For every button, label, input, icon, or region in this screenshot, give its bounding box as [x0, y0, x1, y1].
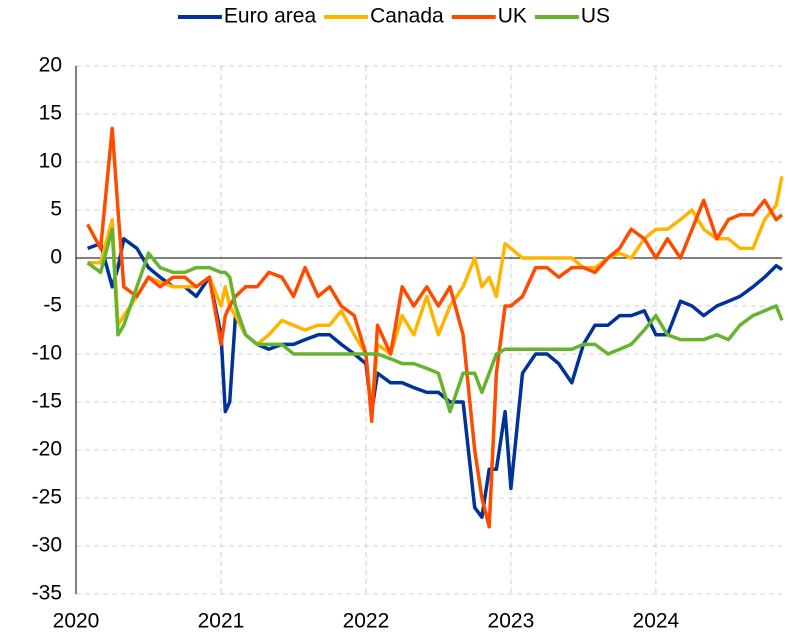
y-tick-label: -35: [32, 582, 62, 605]
x-tick-label: 2024: [633, 610, 680, 633]
y-tick-label: 20: [39, 54, 62, 77]
y-tick-label: 10: [39, 150, 62, 173]
y-tick-label: -5: [43, 294, 62, 317]
y-tick-label: 15: [39, 102, 62, 125]
y-tick-label: 5: [50, 198, 62, 221]
data-line: [86, 126, 784, 529]
y-tick-label: -10: [32, 342, 62, 365]
legend-label: UK: [498, 5, 527, 28]
x-tick-label: 2023: [488, 610, 535, 633]
legend-label: US: [581, 5, 610, 28]
y-tick-label: 0: [50, 246, 62, 269]
y-tick-label: -30: [32, 534, 62, 557]
y-tick-label: -25: [32, 486, 62, 509]
legend-label: Euro area: [224, 5, 317, 28]
x-tick-label: 2022: [343, 610, 390, 633]
data-line: [86, 237, 783, 519]
legend-label: Canada: [370, 5, 444, 28]
x-tick-label: 2020: [53, 610, 100, 633]
x-tick-label: 2021: [198, 610, 245, 633]
y-tick-label: -15: [32, 390, 62, 413]
y-tick-label: -20: [32, 438, 62, 461]
data-line: [86, 227, 784, 414]
